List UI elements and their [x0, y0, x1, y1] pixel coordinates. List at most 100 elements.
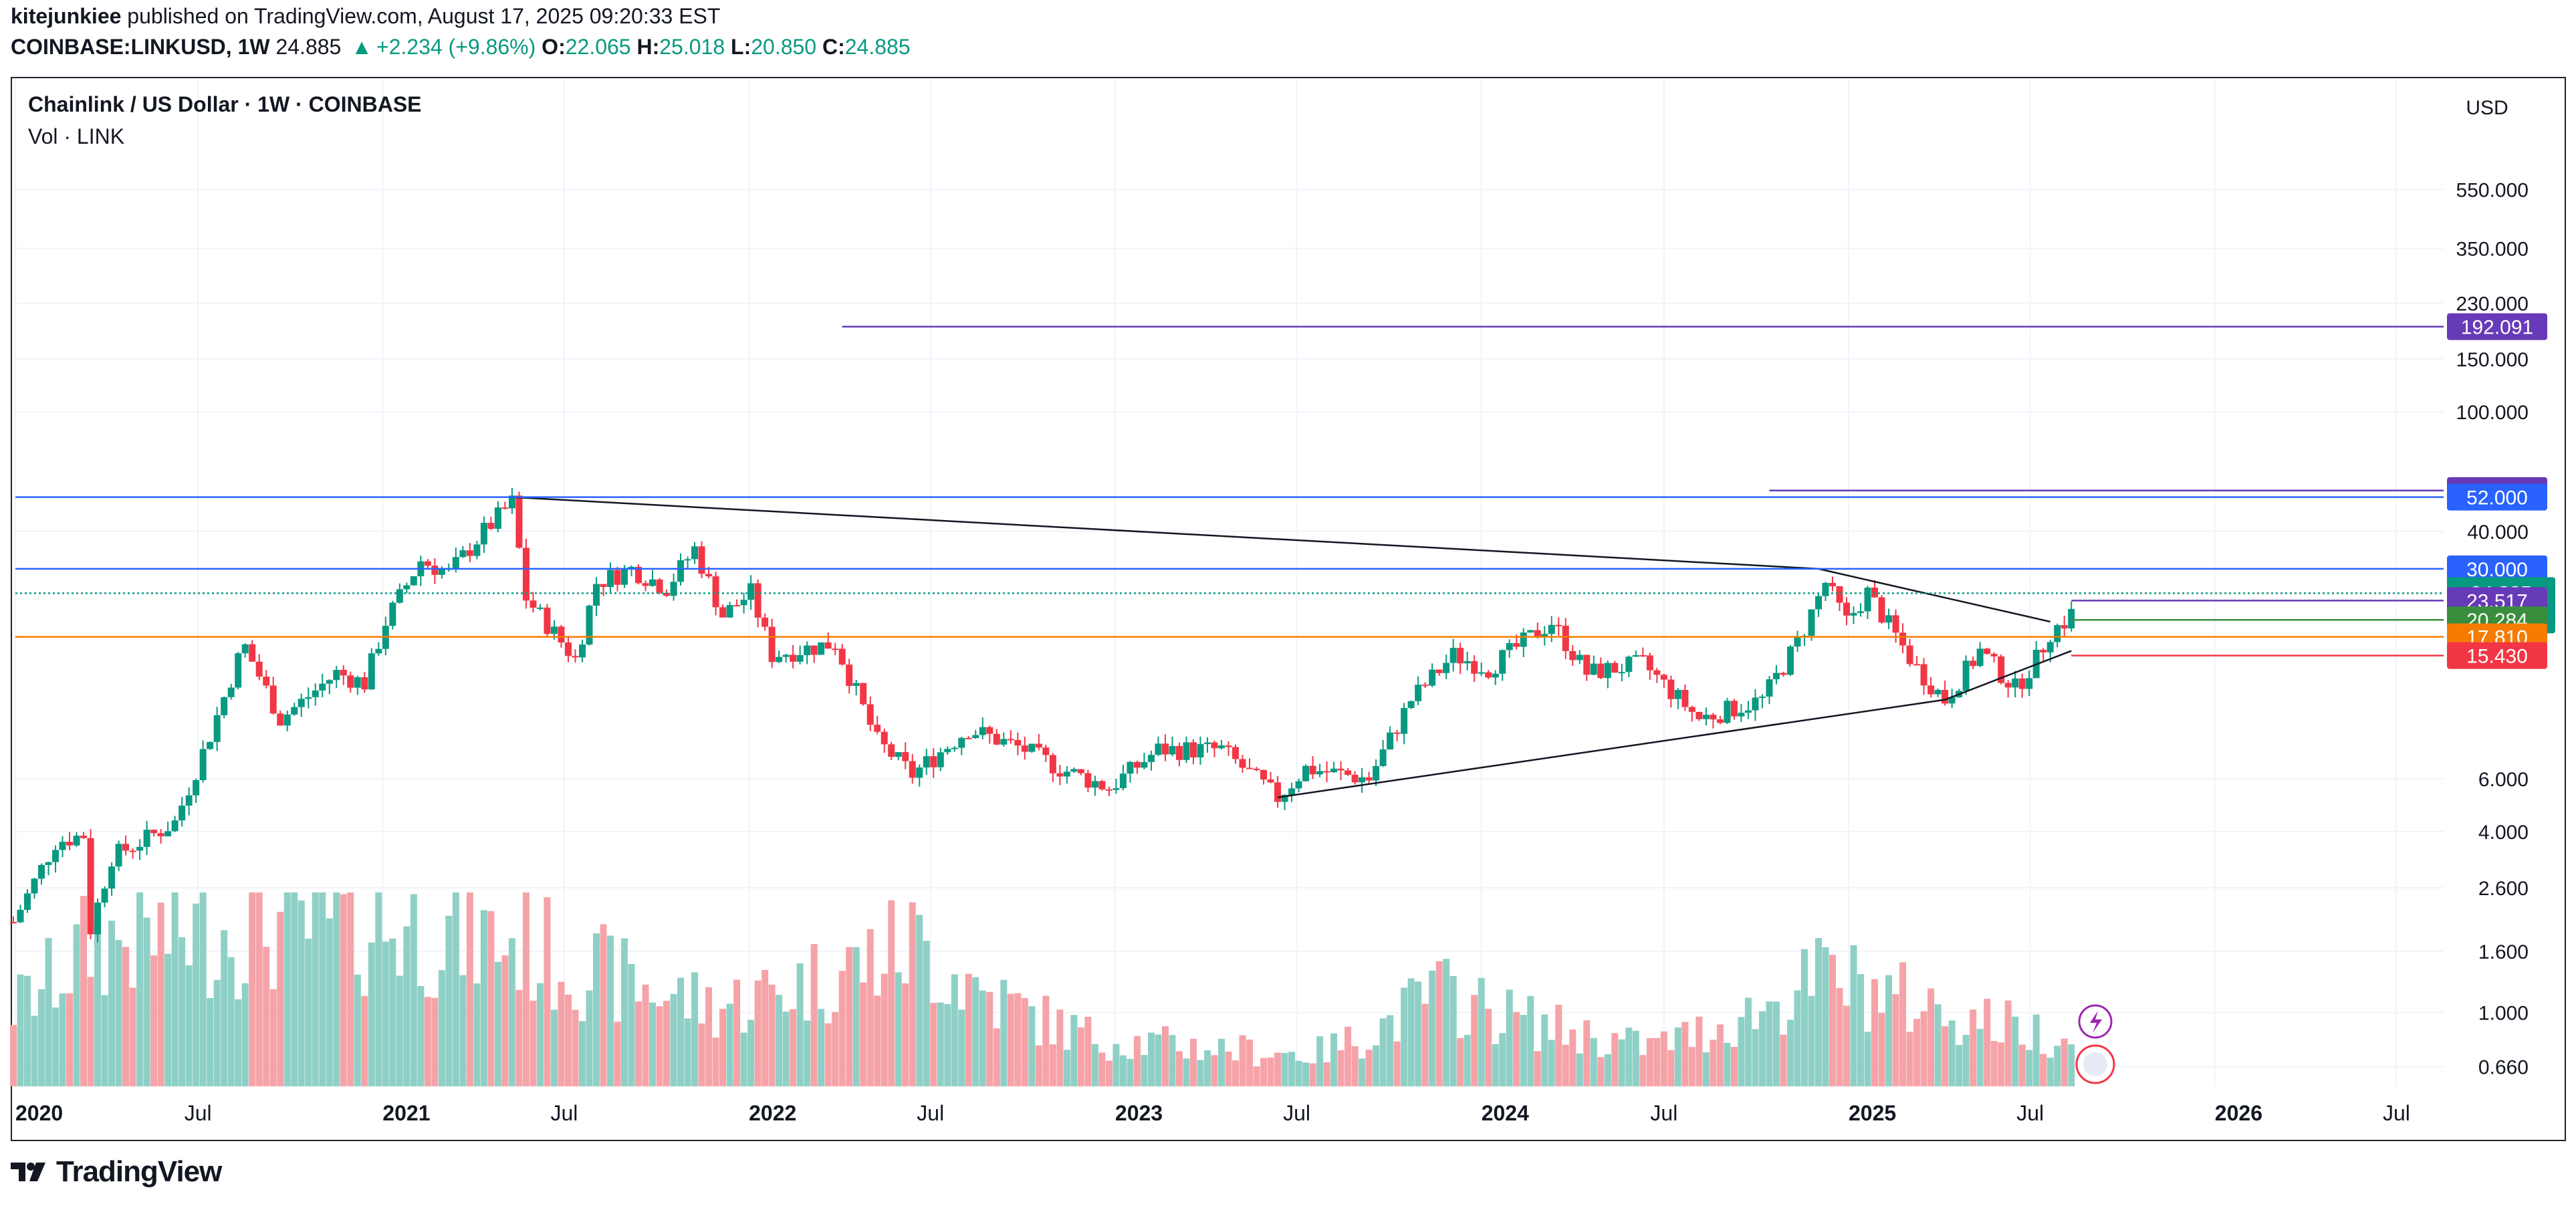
volume-bar[interactable]: [2032, 1014, 2040, 1086]
volume-bar[interactable]: [916, 915, 923, 1086]
volume-bar[interactable]: [1337, 1050, 1344, 1086]
volume-bar[interactable]: [1857, 974, 1865, 1086]
candle-body[interactable]: [1970, 660, 1977, 667]
candle-body[interactable]: [1253, 768, 1260, 770]
volume-bar[interactable]: [1534, 1051, 1541, 1086]
candle-body[interactable]: [902, 752, 909, 761]
candle-body[interactable]: [1794, 637, 1801, 647]
candle-body[interactable]: [1485, 672, 1492, 678]
candle-body[interactable]: [2040, 649, 2047, 652]
volume-bar[interactable]: [768, 984, 776, 1086]
candle-body[interactable]: [1772, 673, 1780, 680]
volume-bar[interactable]: [1295, 1060, 1302, 1086]
candle-body[interactable]: [1203, 742, 1211, 745]
volume-bar[interactable]: [1766, 1001, 1773, 1086]
volume-bar[interactable]: [1203, 1050, 1211, 1086]
candle-body[interactable]: [1850, 612, 1857, 616]
volume-bar[interactable]: [2018, 1044, 2026, 1086]
candle-body[interactable]: [1387, 732, 1394, 750]
volume-bar[interactable]: [1077, 1027, 1084, 1086]
candle-body[interactable]: [740, 600, 747, 606]
candle-body[interactable]: [1084, 773, 1092, 788]
candle-body[interactable]: [614, 570, 621, 585]
candle-body[interactable]: [1667, 679, 1675, 699]
candle-body[interactable]: [790, 654, 797, 662]
candle-body[interactable]: [101, 888, 108, 903]
candle-body[interactable]: [979, 727, 986, 735]
trendline[interactable]: [1277, 699, 1946, 799]
candle-body[interactable]: [1014, 740, 1022, 746]
candle-body[interactable]: [972, 735, 979, 739]
volume-bar[interactable]: [1183, 1058, 1190, 1086]
volume-bar[interactable]: [326, 918, 333, 1086]
candle-body[interactable]: [1688, 707, 1695, 712]
candle-body[interactable]: [754, 583, 762, 618]
volume-bar[interactable]: [635, 1001, 642, 1086]
candle-body[interactable]: [213, 715, 221, 742]
volume-bar[interactable]: [1506, 989, 1513, 1086]
volume-bar[interactable]: [1625, 1028, 1633, 1086]
volume-bar[interactable]: [818, 1009, 825, 1086]
volume-bar[interactable]: [776, 995, 783, 1086]
volume-bar[interactable]: [600, 924, 607, 1086]
volume-bar[interactable]: [1330, 1033, 1338, 1086]
volume-bar[interactable]: [1653, 1038, 1661, 1086]
volume-bar[interactable]: [291, 892, 298, 1086]
volume-bar[interactable]: [164, 953, 172, 1086]
candle-body[interactable]: [501, 507, 509, 509]
volume-bar[interactable]: [972, 977, 979, 1086]
candle-body[interactable]: [1063, 771, 1070, 777]
volume-bar[interactable]: [501, 955, 509, 1086]
candle-body[interactable]: [375, 648, 382, 654]
candle-body[interactable]: [1562, 625, 1569, 651]
volume-bar[interactable]: [621, 938, 628, 1086]
candle-body[interactable]: [958, 737, 965, 748]
volume-bar[interactable]: [958, 1009, 965, 1086]
candle-body[interactable]: [1435, 669, 1443, 673]
volume-bar[interactable]: [1499, 1033, 1506, 1086]
candle-body[interactable]: [1829, 582, 1836, 586]
candle-body[interactable]: [1984, 648, 1991, 654]
candle-body[interactable]: [1814, 596, 1822, 610]
candle-body[interactable]: [860, 683, 867, 705]
volume-bar[interactable]: [473, 983, 481, 1086]
candle-body[interactable]: [1962, 660, 1970, 691]
volume-bar[interactable]: [1942, 1026, 1949, 1086]
candle-body[interactable]: [1288, 788, 1296, 795]
volume-bar[interactable]: [312, 892, 319, 1086]
candle-body[interactable]: [705, 574, 713, 577]
volume-bar[interactable]: [1829, 955, 1836, 1086]
volume-bar[interactable]: [740, 1032, 747, 1086]
volume-bar[interactable]: [1253, 1066, 1260, 1086]
volume-bar[interactable]: [213, 979, 221, 1086]
volume-bar[interactable]: [993, 1028, 1000, 1086]
candle-body[interactable]: [431, 566, 439, 575]
candle-body[interactable]: [1267, 779, 1274, 783]
volume-bar[interactable]: [1576, 1053, 1583, 1086]
volume-bar[interactable]: [459, 975, 467, 1086]
candle-body[interactable]: [874, 725, 881, 732]
volume-bar[interactable]: [1021, 997, 1028, 1086]
candle-body[interactable]: [452, 557, 459, 569]
volume-bar[interactable]: [1569, 1030, 1576, 1086]
volume-bar[interactable]: [1260, 1058, 1268, 1086]
volume-bar[interactable]: [1302, 1062, 1310, 1086]
volume-bar[interactable]: [1786, 1019, 1794, 1086]
volume-bar[interactable]: [1892, 994, 1899, 1086]
candle-body[interactable]: [1169, 745, 1176, 755]
chart-frame[interactable]: [11, 77, 2566, 1141]
candle-body[interactable]: [389, 602, 396, 626]
candle-body[interactable]: [45, 862, 52, 865]
tradingview-logo[interactable]: TradingView: [11, 1155, 222, 1189]
volume-bar[interactable]: [1541, 1014, 1548, 1086]
volume-bar[interactable]: [31, 1015, 38, 1086]
candle-body[interactable]: [1920, 664, 1927, 686]
candle-body[interactable]: [881, 731, 888, 745]
candle-body[interactable]: [846, 665, 853, 687]
volume-bar[interactable]: [606, 935, 614, 1086]
volume-bar[interactable]: [1611, 1033, 1619, 1086]
candle-body[interactable]: [1899, 632, 1907, 646]
volume-bar[interactable]: [1407, 978, 1415, 1086]
volume-bar[interactable]: [263, 947, 270, 1086]
candle-body[interactable]: [1429, 669, 1436, 686]
